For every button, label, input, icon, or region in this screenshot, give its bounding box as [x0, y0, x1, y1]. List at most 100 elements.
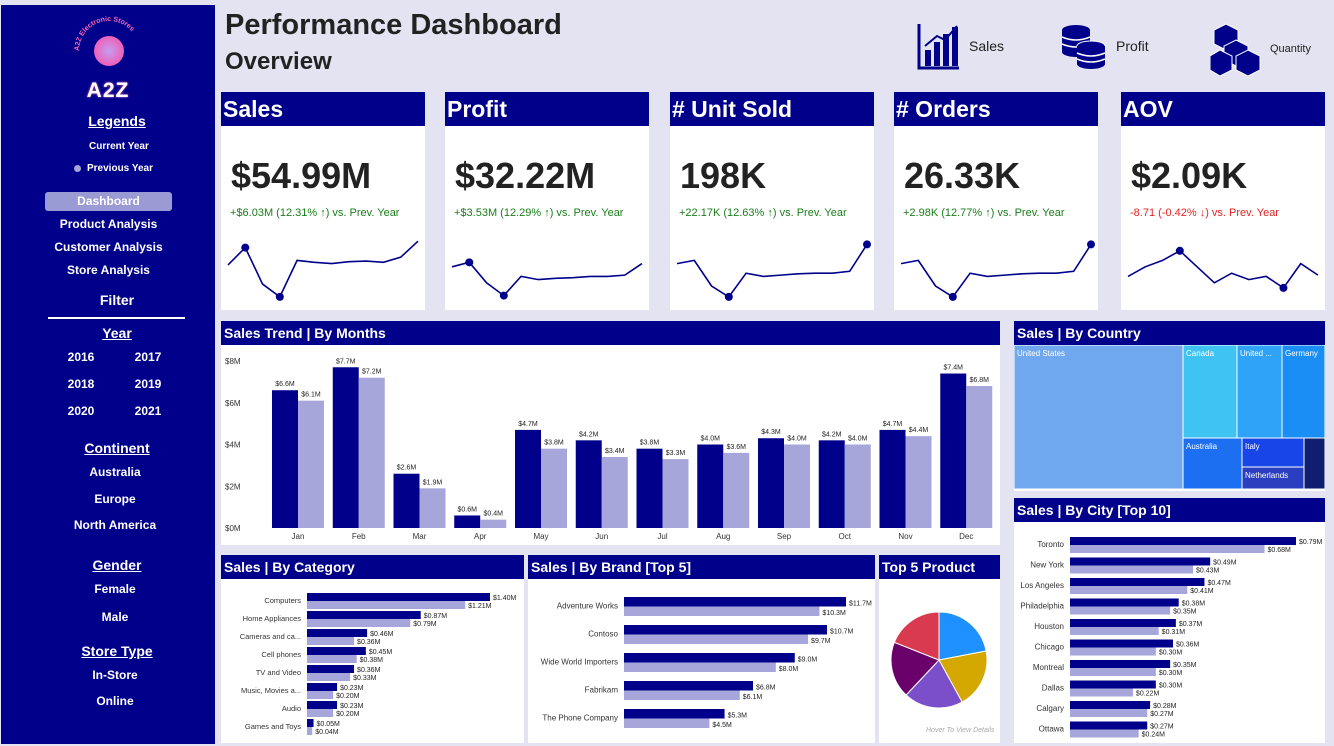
bar-previous[interactable]: [624, 606, 820, 617]
continent-europe[interactable]: Europe: [94, 492, 136, 506]
bar-current[interactable]: [1070, 680, 1156, 689]
bar-current[interactable]: [1070, 537, 1296, 545]
bar-previous[interactable]: [307, 673, 351, 681]
bar-current[interactable]: [307, 665, 355, 673]
bar-current[interactable]: [454, 515, 481, 528]
bar-current[interactable]: [1070, 639, 1173, 648]
quantity-metric-button[interactable]: Quantity: [1210, 22, 1311, 76]
bar-current[interactable]: [1070, 578, 1205, 586]
bar-current[interactable]: [307, 629, 368, 637]
bar-previous[interactable]: [307, 619, 411, 627]
bar-current[interactable]: [1070, 619, 1176, 627]
year-2017[interactable]: 2017: [134, 350, 162, 364]
bar-current[interactable]: [1070, 701, 1151, 709]
bar-previous[interactable]: [844, 444, 871, 529]
bar-current[interactable]: [575, 440, 602, 528]
bar-current[interactable]: [1070, 557, 1211, 566]
continent-north-america[interactable]: North America: [73, 518, 157, 532]
bar-previous[interactable]: [1070, 565, 1194, 574]
bar-current[interactable]: [307, 719, 314, 727]
bar-current[interactable]: [624, 709, 725, 719]
bar-previous[interactable]: [1070, 668, 1156, 676]
bar-previous[interactable]: [1070, 688, 1133, 697]
bar-previous[interactable]: [624, 634, 809, 645]
bar-current[interactable]: [879, 429, 906, 528]
year-2021[interactable]: 2021: [134, 404, 162, 418]
bar-current[interactable]: [624, 653, 795, 663]
treemap-cell[interactable]: [1182, 344, 1238, 439]
nav-product-analysis[interactable]: Product Analysis: [59, 217, 158, 231]
bar-current[interactable]: [624, 681, 754, 691]
bar-current[interactable]: [624, 625, 828, 635]
bar-previous[interactable]: [624, 690, 740, 701]
bar-current[interactable]: [818, 440, 845, 528]
bar-current[interactable]: [697, 444, 724, 529]
treemap-cell[interactable]: [1013, 344, 1184, 490]
bar-current[interactable]: [307, 593, 490, 601]
pie-slice[interactable]: [893, 611, 940, 661]
bar-previous[interactable]: [1070, 647, 1156, 656]
bar-current[interactable]: [307, 701, 338, 709]
gender-male[interactable]: Male: [101, 610, 129, 624]
nav-customer-analysis[interactable]: Customer Analysis: [54, 240, 163, 254]
year-2016[interactable]: 2016: [67, 350, 95, 364]
treemap-cell[interactable]: [1236, 344, 1283, 439]
bar-previous[interactable]: [1070, 729, 1139, 738]
bar-previous[interactable]: [480, 519, 507, 528]
bar-previous[interactable]: [1070, 586, 1188, 594]
bar-current[interactable]: [307, 647, 366, 655]
bar-current[interactable]: [332, 367, 359, 528]
pie-slice[interactable]: [938, 611, 987, 661]
bar-previous[interactable]: [307, 727, 313, 735]
nav-store-analysis[interactable]: Store Analysis: [67, 263, 150, 277]
continent-australia[interactable]: Australia: [89, 465, 141, 479]
store-in-store[interactable]: In-Store: [92, 668, 138, 682]
store-online[interactable]: Online: [96, 694, 134, 708]
bar-previous[interactable]: [624, 718, 710, 729]
bar-current[interactable]: [393, 473, 420, 528]
nav-dashboard[interactable]: Dashboard: [45, 192, 172, 211]
bar-previous[interactable]: [307, 691, 334, 699]
bar-previous[interactable]: [1070, 545, 1265, 553]
profit-metric-button[interactable]: Profit: [1058, 22, 1149, 70]
bar-previous[interactable]: [784, 444, 810, 529]
bar-previous[interactable]: [307, 709, 334, 717]
bar-previous[interactable]: [541, 448, 567, 528]
bar-current[interactable]: [636, 448, 663, 528]
bar-previous[interactable]: [307, 601, 466, 609]
bar-current[interactable]: [515, 429, 541, 528]
year-2019[interactable]: 2019: [134, 377, 162, 391]
bar-previous[interactable]: [298, 400, 324, 528]
bar-current[interactable]: [307, 611, 421, 619]
bar-previous[interactable]: [1070, 709, 1148, 717]
bar-previous[interactable]: [966, 386, 993, 528]
bar-current[interactable]: [758, 438, 784, 528]
top-product-pie[interactable]: [879, 579, 1000, 743]
sales-metric-button[interactable]: Sales: [917, 22, 1004, 70]
bar-previous[interactable]: [358, 377, 385, 528]
bar-current[interactable]: [1070, 721, 1148, 730]
pie-slice[interactable]: [938, 650, 988, 703]
bar-previous[interactable]: [307, 655, 357, 663]
year-2018[interactable]: 2018: [67, 377, 95, 391]
bar-previous[interactable]: [601, 457, 628, 528]
bar-previous[interactable]: [307, 637, 355, 645]
bar-previous[interactable]: [1070, 606, 1171, 615]
bar-previous[interactable]: [624, 662, 776, 673]
treemap-cell[interactable]: [1303, 437, 1326, 490]
treemap-cell[interactable]: [1281, 344, 1326, 439]
bar-current[interactable]: [940, 373, 967, 528]
bar-current[interactable]: [1070, 660, 1171, 668]
bar-previous[interactable]: [1070, 627, 1159, 635]
bar-previous[interactable]: [723, 452, 750, 528]
bar-current[interactable]: [624, 597, 846, 607]
year-2020[interactable]: 2020: [67, 404, 95, 418]
gender-female[interactable]: Female: [94, 582, 136, 596]
pie-slice[interactable]: [905, 659, 963, 709]
bar-previous[interactable]: [905, 436, 932, 528]
bar-current[interactable]: [307, 683, 338, 691]
bar-previous[interactable]: [662, 459, 689, 528]
bar-current[interactable]: [272, 390, 298, 528]
bar-previous[interactable]: [419, 488, 446, 528]
bar-current[interactable]: [1070, 598, 1179, 607]
